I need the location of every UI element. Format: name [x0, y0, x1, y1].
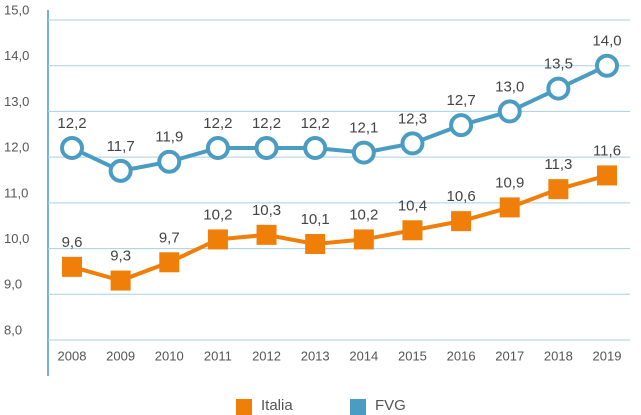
data-label: 13,0 — [495, 78, 524, 95]
data-label: 14,0 — [592, 33, 621, 50]
marker — [159, 252, 180, 273]
marker — [305, 234, 326, 254]
data-label: 12,3 — [398, 110, 427, 127]
data-label: 11,7 — [107, 138, 135, 155]
marker — [62, 256, 82, 277]
legend-swatch — [350, 399, 366, 415]
y-tick-label: 15,0 — [4, 2, 29, 17]
data-label: 12,1 — [349, 120, 378, 137]
marker — [402, 220, 423, 241]
y-tick-label: 14,0 — [4, 48, 29, 63]
data-label: 12,2 — [203, 115, 232, 132]
x-tick-label: 2015 — [398, 348, 427, 363]
series-line — [71, 63, 608, 173]
marker — [351, 140, 376, 165]
data-label: 10,2 — [203, 206, 232, 223]
data-label: 11,6 — [593, 142, 621, 159]
legend-label: Italia — [261, 397, 293, 414]
x-tick-label: 2014 — [349, 348, 378, 363]
marker — [449, 113, 474, 138]
marker — [595, 53, 619, 78]
x-tick-label: 2011 — [204, 348, 232, 363]
marker — [499, 197, 520, 218]
marker — [108, 158, 133, 183]
y-tick-label: 10,0 — [4, 231, 29, 246]
data-label: 10,2 — [349, 206, 378, 223]
data-label: 10,9 — [495, 174, 524, 191]
data-label: 10,3 — [252, 202, 281, 219]
marker — [207, 229, 228, 250]
marker — [548, 179, 569, 200]
data-label: 10,4 — [398, 197, 427, 214]
marker — [157, 149, 182, 174]
data-label: 11,9 — [155, 129, 183, 146]
data-label: 9,3 — [110, 248, 131, 265]
marker — [205, 136, 230, 160]
y-tick-label: 9,0 — [4, 277, 22, 292]
marker — [497, 99, 522, 124]
x-tick-label: 2012 — [252, 348, 281, 363]
legend-swatch — [236, 399, 252, 415]
series-line — [71, 173, 608, 283]
marker — [597, 165, 617, 186]
data-label: 9,7 — [159, 229, 180, 246]
data-label: 12,2 — [301, 115, 330, 132]
x-tick-label: 2017 — [495, 348, 524, 363]
y-tick-label: 13,0 — [4, 94, 29, 109]
marker — [451, 211, 472, 232]
marker — [110, 270, 131, 291]
marker — [546, 76, 571, 101]
data-label: 13,5 — [544, 56, 573, 73]
x-tick-label: 2018 — [544, 348, 573, 363]
data-label: 10,1 — [301, 211, 330, 228]
marker — [353, 229, 374, 250]
x-tick-label: 2013 — [301, 348, 330, 363]
marker — [303, 136, 328, 160]
x-tick-label: 2019 — [593, 348, 622, 363]
marker — [254, 136, 279, 160]
y-tick-label: 8,0 — [4, 322, 22, 337]
data-label: 12,2 — [57, 115, 86, 132]
x-tick-label: 2009 — [106, 348, 135, 363]
x-tick-label: 2016 — [447, 348, 476, 363]
y-tick-label: 11,0 — [4, 185, 28, 200]
data-label: 10,6 — [446, 188, 475, 205]
marker — [60, 136, 84, 160]
legend-label: FVG — [375, 397, 406, 414]
y-tick-label: 12,0 — [4, 140, 29, 155]
marker — [256, 224, 277, 245]
x-tick-label: 2010 — [155, 348, 184, 363]
data-label: 12,7 — [446, 92, 475, 109]
data-label: 11,3 — [544, 156, 572, 173]
data-label: 12,2 — [252, 115, 281, 132]
marker — [400, 131, 425, 156]
x-tick-label: 2008 — [58, 348, 87, 363]
data-label: 9,6 — [62, 234, 83, 251]
